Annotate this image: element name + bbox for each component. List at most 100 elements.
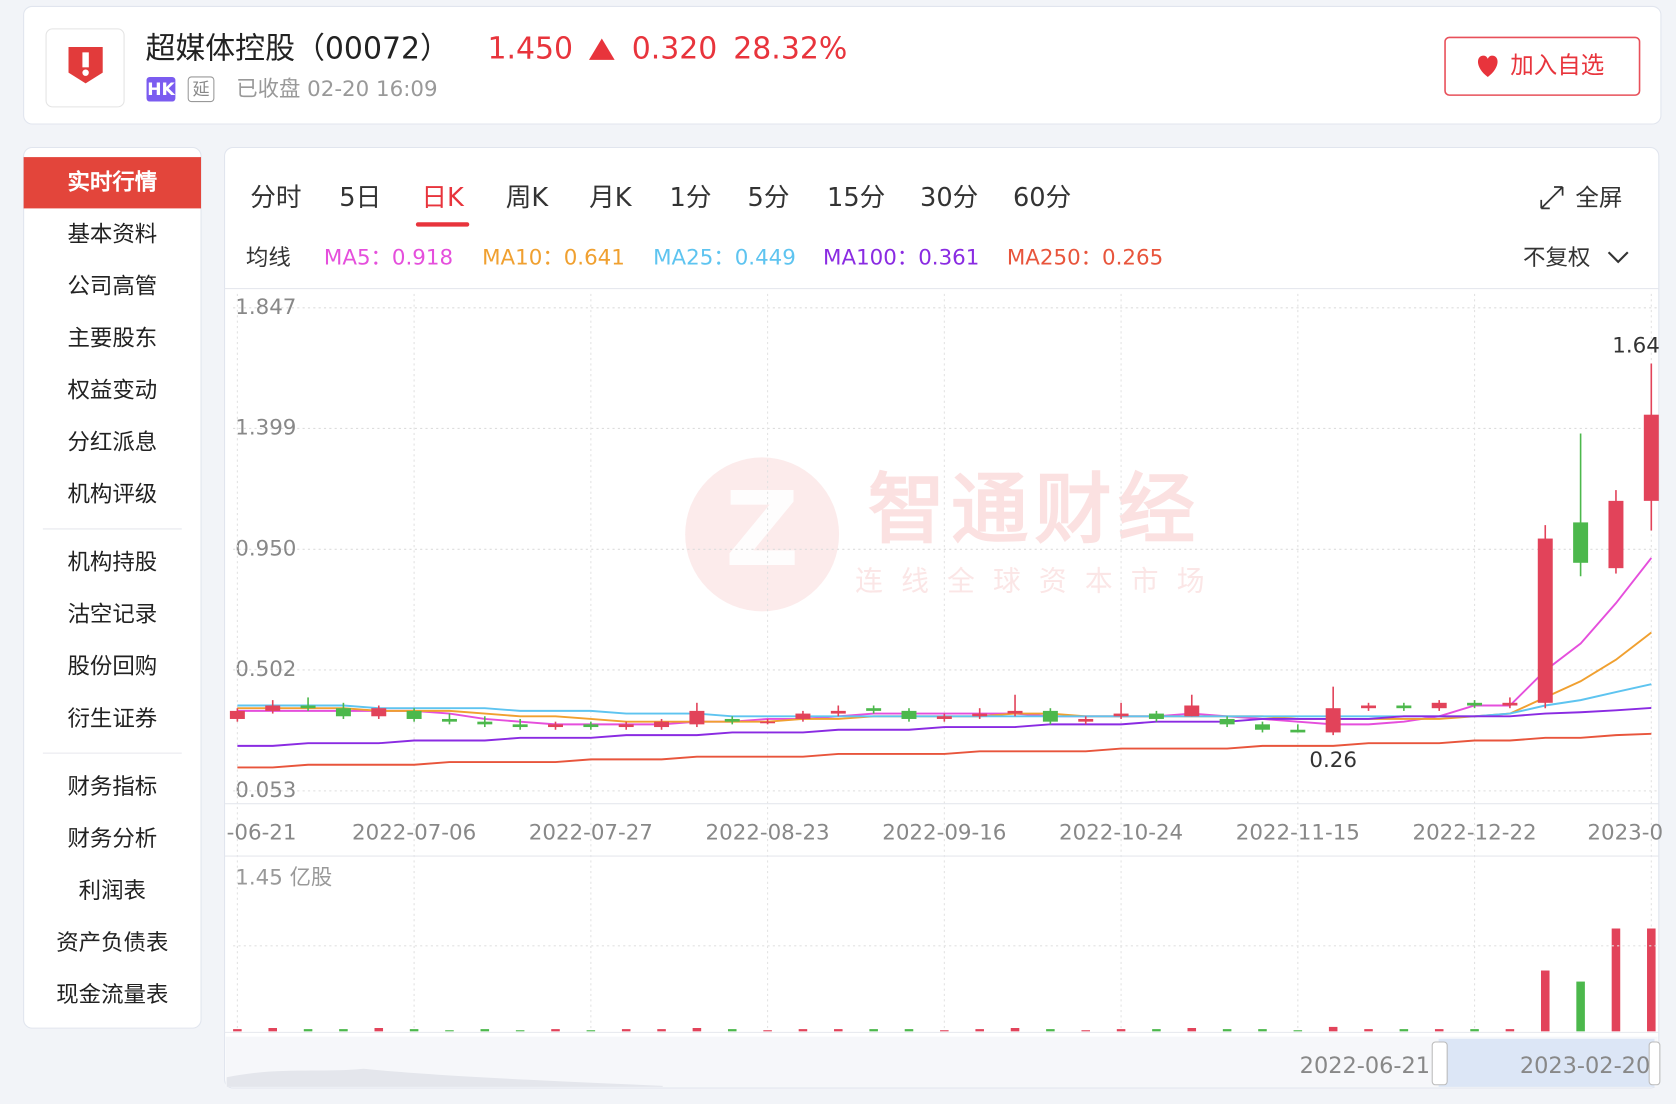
volume-bar [409, 1029, 419, 1032]
volume-bar [1010, 1028, 1020, 1032]
sidebar-item[interactable]: 分红派息 [67, 429, 157, 455]
sidebar-item[interactable]: 利润表 [79, 878, 146, 904]
candle-body [1254, 724, 1270, 730]
sidebar-item[interactable]: 资产负债表 [56, 930, 168, 956]
volume-bar [798, 1029, 808, 1032]
adjust-dropdown[interactable]: 不复权 [1523, 245, 1629, 271]
sidebar-item[interactable]: 股份回购 [67, 654, 157, 680]
navigator-window[interactable] [1438, 1038, 1655, 1087]
navigator-end: 2023-02-20 [1520, 1053, 1650, 1079]
heart-icon [1477, 55, 1498, 77]
volume-bar [1470, 1029, 1479, 1032]
candle-body [441, 718, 457, 722]
sidebar-item[interactable]: 沽空记录 [67, 602, 157, 628]
watch-button-box[interactable] [1444, 36, 1641, 96]
candle-body [1078, 718, 1094, 722]
volume-bar [975, 1029, 984, 1032]
fullscreen-button[interactable]: 全屏 [1540, 183, 1622, 211]
delay-badge [187, 76, 215, 103]
candle-body [901, 710, 917, 719]
watermark-logo-letter: Z [725, 471, 799, 590]
volume-bar [869, 1029, 878, 1032]
volume-bar [1647, 928, 1656, 1032]
period-tab[interactable]: 5分 [748, 183, 790, 213]
period-tab[interactable]: 30分 [920, 183, 978, 213]
x-tick-label: 2022-10-24 [1059, 821, 1183, 846]
volume-bar [445, 1030, 454, 1032]
candle-body [654, 721, 670, 728]
stock-title: 超媒体控股（00072） [145, 32, 449, 67]
volume-bar [1576, 981, 1585, 1032]
volume-bar [1222, 1029, 1232, 1032]
period-tab[interactable]: 1分 [670, 183, 712, 213]
change-pct: 28.32% [733, 32, 847, 67]
x-tick-label: 2022-09-16 [882, 821, 1006, 846]
ma-legend-name: MA100： [823, 246, 918, 271]
watch-button[interactable]: 加入自选 [1444, 36, 1641, 96]
tab-underline [415, 222, 470, 227]
volume-bar [233, 1029, 242, 1032]
watch-button-label[interactable]: 加入自选 [1510, 51, 1604, 79]
period-tab[interactable]: 日K [421, 183, 465, 213]
period-tab[interactable]: 5日 [339, 183, 381, 213]
candle-body [1608, 500, 1624, 569]
navigator-sparkline [226, 1068, 663, 1087]
adjust-label[interactable]: 不复权 [1523, 245, 1590, 271]
volume-bar [1116, 1029, 1126, 1032]
candle-body [1290, 729, 1306, 733]
candle-body [618, 724, 634, 728]
candle-body [300, 705, 316, 709]
sidebar-item[interactable]: 机构评级 [67, 482, 157, 508]
ma-legend-name: MA25： [653, 246, 735, 271]
sidebar-item[interactable]: 主要股东 [67, 325, 157, 351]
sidebar-item[interactable]: 权益变动 [67, 377, 157, 403]
volume-bar [1364, 1029, 1373, 1032]
volume-bar [834, 1029, 843, 1032]
period-tab[interactable]: 15分 [827, 183, 885, 213]
candle-body [406, 710, 422, 719]
candle-body [724, 718, 740, 722]
candle-body [795, 713, 811, 719]
period-tab[interactable]: 月K [589, 183, 633, 213]
volume-bar [268, 1028, 277, 1032]
y-tick-label: 0.950 [235, 536, 296, 561]
main-card [224, 146, 1660, 1089]
sidebar-item[interactable]: 机构持股 [67, 550, 157, 576]
sidebar-item[interactable]: 衍生证券 [67, 706, 157, 732]
candle-body [1007, 710, 1023, 714]
candle-body [760, 721, 776, 724]
candle-body [1361, 705, 1376, 709]
candle-body [1184, 705, 1200, 717]
sidebar-item[interactable]: 实时行情 [67, 168, 157, 195]
period-tab[interactable]: 分时 [250, 183, 301, 213]
period-tab[interactable]: 60分 [1013, 183, 1071, 213]
volume-bar [1434, 1029, 1444, 1032]
sidebar-item[interactable]: 公司高管 [67, 273, 157, 299]
navigator-handle-right[interactable] [1648, 1041, 1661, 1086]
ma-legend-item: MA250：0.265 [1007, 246, 1163, 271]
volume-bar [339, 1029, 348, 1032]
market-status: 已收盘 02-20 16:09 [236, 77, 437, 102]
volume-bar [551, 1029, 560, 1032]
price: 1.450 [487, 32, 573, 67]
ma-legend-value: 0.449 [735, 246, 796, 271]
candle-body [1431, 702, 1447, 709]
volume-bar [1258, 1029, 1267, 1032]
sidebar-item[interactable]: 现金流量表 [56, 982, 168, 1008]
y-tick-label: 0.502 [235, 657, 296, 682]
navigator-handle-left[interactable] [1431, 1041, 1448, 1086]
sidebar-item[interactable]: 财务分析 [67, 826, 157, 852]
period-tabs: 分时 5日 日K 周K 月K 1分 5分 15分 30分 60分 [250, 183, 1071, 227]
period-tab[interactable]: 周K [506, 183, 550, 213]
volume-bar [374, 1028, 384, 1032]
ma-legend: MA5：0.918 MA10：0.641 MA25：0.449 MA100：0.361… [324, 246, 1163, 271]
sidebar: 实时行情基本资料公司高管主要股东权益变动分红派息机构评级机构持股沽空记录股份回购… [23, 157, 202, 1008]
sidebar-item[interactable]: 基本资料 [67, 221, 157, 247]
sidebar-item[interactable]: 财务指标 [67, 774, 157, 800]
volume-bar [1152, 1029, 1161, 1032]
chevron [1607, 251, 1629, 264]
ma-line [237, 706, 1652, 747]
volume-bar [940, 1030, 949, 1032]
fullscreen-label[interactable]: 全屏 [1575, 183, 1622, 211]
